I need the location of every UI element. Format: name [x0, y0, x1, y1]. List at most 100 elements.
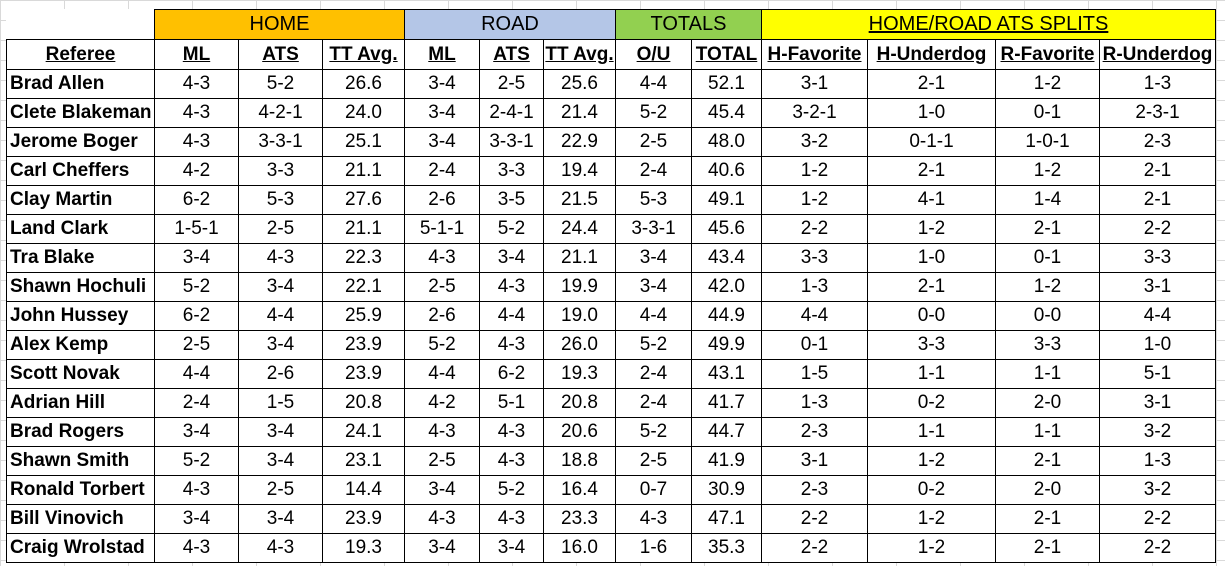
stat-cell[interactable]: 3-4: [154, 504, 239, 534]
stat-cell[interactable]: 5-1: [1099, 359, 1216, 389]
stat-cell[interactable]: 4-4: [154, 359, 239, 389]
stat-cell[interactable]: 3-3: [867, 330, 996, 360]
stat-cell[interactable]: 5-1: [479, 388, 544, 418]
stat-cell[interactable]: 0-1-1: [867, 127, 996, 157]
stat-cell[interactable]: 5-2: [615, 98, 692, 128]
stat-cell[interactable]: 1-1: [867, 359, 996, 389]
referee-name-cell[interactable]: Tra Blake: [6, 243, 155, 273]
column-header-ats[interactable]: ATS: [479, 39, 544, 70]
referee-name-cell[interactable]: Bill Vinovich: [6, 504, 155, 534]
stat-cell[interactable]: 3-4: [238, 330, 323, 360]
stat-cell[interactable]: 3-5: [479, 185, 544, 215]
stat-cell[interactable]: 5-2: [479, 475, 544, 505]
stat-cell[interactable]: 20.6: [543, 417, 616, 447]
stat-cell[interactable]: 5-2: [404, 330, 480, 360]
stat-cell[interactable]: 1-0-1: [995, 127, 1100, 157]
stat-cell[interactable]: 43.4: [691, 243, 762, 273]
stat-cell[interactable]: 2-3-1: [1099, 98, 1216, 128]
stat-cell[interactable]: 2-4: [404, 156, 480, 186]
stat-cell[interactable]: 1-5: [761, 359, 868, 389]
stat-cell[interactable]: 0-1: [995, 98, 1100, 128]
stat-cell[interactable]: 3-1: [761, 69, 868, 99]
stat-cell[interactable]: 5-2: [238, 69, 323, 99]
stat-cell[interactable]: 3-4: [404, 533, 480, 563]
stat-cell[interactable]: 1-2: [867, 533, 996, 563]
stat-cell[interactable]: 6-2: [479, 359, 544, 389]
stat-cell[interactable]: 2-1: [995, 533, 1100, 563]
stat-cell[interactable]: 0-2: [867, 475, 996, 505]
stat-cell[interactable]: 21.1: [543, 243, 616, 273]
stat-cell[interactable]: 2-1: [867, 272, 996, 302]
stat-cell[interactable]: 2-4-1: [479, 98, 544, 128]
stat-cell[interactable]: 1-5-1: [154, 214, 239, 244]
stat-cell[interactable]: 4-3: [154, 533, 239, 563]
column-header-h-underdog[interactable]: H-Underdog: [867, 39, 996, 70]
stat-cell[interactable]: 2-3: [761, 475, 868, 505]
stat-cell[interactable]: 2-4: [615, 388, 692, 418]
stat-cell[interactable]: 2-5: [615, 446, 692, 476]
column-header-r-favorite[interactable]: R-Favorite: [995, 39, 1100, 70]
stat-cell[interactable]: 5-3: [615, 185, 692, 215]
stat-cell[interactable]: 4-3: [479, 272, 544, 302]
stat-cell[interactable]: 3-4: [404, 69, 480, 99]
stat-cell[interactable]: 3-3-1: [479, 127, 544, 157]
referee-name-cell[interactable]: Carl Cheffers: [6, 156, 155, 186]
stat-cell[interactable]: 19.4: [543, 156, 616, 186]
stat-cell[interactable]: 4-3: [479, 504, 544, 534]
stat-cell[interactable]: 4-3: [154, 475, 239, 505]
stat-cell[interactable]: 24.1: [322, 417, 405, 447]
stat-cell[interactable]: 2-6: [238, 359, 323, 389]
stat-cell[interactable]: 49.9: [691, 330, 762, 360]
stat-cell[interactable]: 3-4: [479, 533, 544, 563]
stat-cell[interactable]: 4-3: [238, 533, 323, 563]
stat-cell[interactable]: 4-3: [154, 69, 239, 99]
stat-cell[interactable]: 3-4: [238, 272, 323, 302]
stat-cell[interactable]: 2-5: [479, 69, 544, 99]
column-header-ml[interactable]: ML: [154, 39, 239, 70]
stat-cell[interactable]: 5-2: [479, 214, 544, 244]
stat-cell[interactable]: 4-2-1: [238, 98, 323, 128]
stat-cell[interactable]: 1-2: [867, 504, 996, 534]
referee-name-cell[interactable]: Clete Blakeman: [6, 98, 155, 128]
group-header-home[interactable]: HOME: [154, 9, 405, 40]
stat-cell[interactable]: 48.0: [691, 127, 762, 157]
stat-cell[interactable]: 2-0: [995, 388, 1100, 418]
stat-cell[interactable]: 41.9: [691, 446, 762, 476]
referee-name-cell[interactable]: Adrian Hill: [6, 388, 155, 418]
referee-name-cell[interactable]: Brad Rogers: [6, 417, 155, 447]
stat-cell[interactable]: 1-2: [867, 214, 996, 244]
stat-cell[interactable]: 3-2: [1099, 475, 1216, 505]
stat-cell[interactable]: 4-3: [238, 243, 323, 273]
stat-cell[interactable]: 40.6: [691, 156, 762, 186]
stat-cell[interactable]: 21.1: [322, 156, 405, 186]
stat-cell[interactable]: 22.1: [322, 272, 405, 302]
stat-cell[interactable]: 0-0: [867, 301, 996, 331]
stat-cell[interactable]: 4-3: [404, 243, 480, 273]
column-header-tt-avg[interactable]: TT Avg.: [322, 39, 405, 70]
stat-cell[interactable]: 2-5: [154, 330, 239, 360]
stat-cell[interactable]: 26.6: [322, 69, 405, 99]
stat-cell[interactable]: 4-4: [238, 301, 323, 331]
stat-cell[interactable]: 2-1: [995, 504, 1100, 534]
stat-cell[interactable]: 2-3: [1099, 127, 1216, 157]
referee-name-cell[interactable]: Shawn Hochuli: [6, 272, 155, 302]
stat-cell[interactable]: 1-6: [615, 533, 692, 563]
stat-cell[interactable]: 19.3: [322, 533, 405, 563]
stat-cell[interactable]: 3-2-1: [761, 98, 868, 128]
stat-cell[interactable]: 1-1: [995, 417, 1100, 447]
stat-cell[interactable]: 1-2: [761, 185, 868, 215]
stat-cell[interactable]: 2-2: [1099, 214, 1216, 244]
stat-cell[interactable]: 23.3: [543, 504, 616, 534]
stat-cell[interactable]: 21.4: [543, 98, 616, 128]
stat-cell[interactable]: 2-6: [404, 301, 480, 331]
stat-cell[interactable]: 25.9: [322, 301, 405, 331]
group-header-totals[interactable]: TOTALS: [615, 9, 762, 40]
stat-cell[interactable]: 5-3: [238, 185, 323, 215]
stat-cell[interactable]: 2-0: [995, 475, 1100, 505]
stat-cell[interactable]: 3-1: [761, 446, 868, 476]
stat-cell[interactable]: 1-4: [995, 185, 1100, 215]
referee-name-cell[interactable]: Scott Novak: [6, 359, 155, 389]
stat-cell[interactable]: 30.9: [691, 475, 762, 505]
column-header-r-underdog[interactable]: R-Underdog: [1099, 39, 1216, 70]
stat-cell[interactable]: 16.4: [543, 475, 616, 505]
